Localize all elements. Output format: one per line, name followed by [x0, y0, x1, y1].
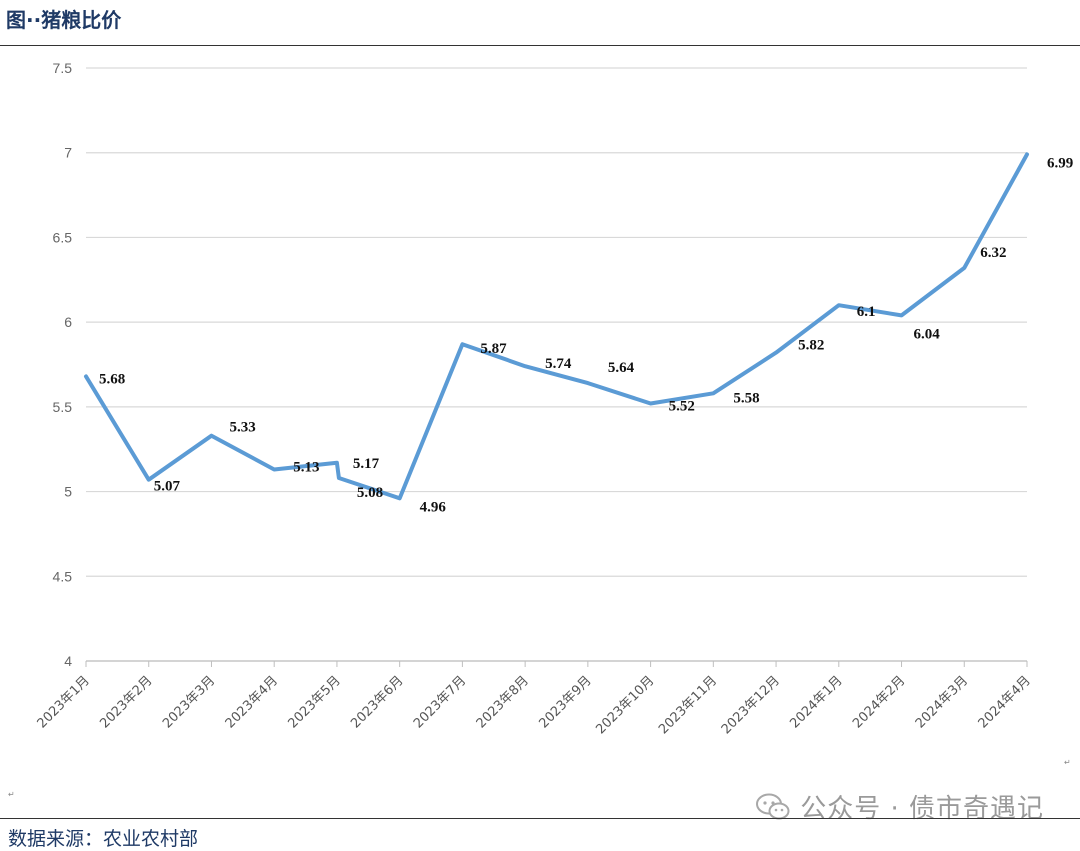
data-label: 5.82	[798, 338, 824, 354]
x-tick-label: 2023年1月	[35, 673, 93, 731]
series-line-path	[84, 152, 1029, 501]
x-tick-label: 2023年7月	[411, 673, 469, 731]
watermark-text: 公众号 · 债市奇遇记	[800, 794, 1044, 824]
data-label: 5.08	[357, 485, 383, 501]
x-tick-label: 2023年11月	[656, 673, 720, 737]
data-label: 5.33	[229, 420, 255, 436]
data-label: 4.96	[420, 499, 447, 515]
data-labels: 5.68 5.07 5.33 5.13 5.17 5.08 4.96 5.87 5.74 5.64…	[99, 155, 1073, 515]
data-label: 5.13	[293, 460, 319, 476]
chart-title: 图··猪粮比价	[6, 8, 122, 32]
data-label: 5.64	[608, 360, 635, 376]
y-tick-label: 6.5	[53, 229, 73, 245]
data-label: 5.74	[545, 356, 572, 372]
x-axis: 2023年1月 2023年2月 2023年3月 2023年4月 2023年5月 2023年…	[35, 660, 1034, 737]
x-tick-label: 2024年1月	[787, 673, 845, 731]
x-tick-label: 2023年4月	[223, 673, 281, 731]
x-tick-label: 2023年9月	[536, 673, 594, 731]
x-tick-label: 2023年3月	[160, 673, 218, 731]
y-tick-label: 6	[64, 314, 72, 330]
data-label: 5.07	[154, 479, 181, 495]
watermark: 公众号 · 债市奇遇记	[756, 788, 1044, 825]
y-axis-ticks: 4 4.5 5 5.5 6 6.5 7 7.5	[53, 60, 73, 669]
y-tick-label: 4	[64, 653, 72, 669]
x-tick-label: 2023年12月	[719, 673, 783, 737]
paragraph-mark: ↵	[8, 790, 15, 799]
x-tick-label: 2024年3月	[913, 673, 971, 731]
x-tick-label: 2024年2月	[850, 673, 908, 731]
wechat-icon	[756, 793, 790, 819]
data-label: 6.99	[1047, 155, 1073, 171]
data-label: 5.68	[99, 371, 125, 387]
y-tick-label: 7	[64, 145, 72, 161]
data-label: 5.52	[669, 398, 695, 414]
data-label: 5.58	[733, 390, 759, 406]
x-tick-label: 2023年5月	[286, 673, 344, 731]
series-line	[84, 152, 1029, 501]
x-tick-label: 2023年10月	[593, 673, 657, 737]
data-label: 6.32	[980, 245, 1006, 261]
y-tick-label: 5	[64, 484, 72, 500]
data-label: 6.1	[857, 304, 876, 320]
x-tick-label: 2024年4月	[976, 673, 1034, 731]
y-tick-label: 5.5	[53, 399, 73, 415]
y-tick-label: 7.5	[53, 60, 73, 76]
x-tick-label: 2023年8月	[474, 673, 532, 731]
data-label: 6.04	[914, 326, 941, 342]
data-label: 5.17	[353, 456, 380, 472]
source-note: 数据来源：农业农村部	[8, 828, 199, 850]
top-divider	[0, 45, 1080, 46]
x-tick-label: 2023年2月	[97, 673, 155, 731]
x-tick-label: 2023年6月	[348, 673, 406, 731]
y-tick-label: 4.5	[53, 568, 73, 584]
line-chart: 44.555.566.577.5 2023年1月 2023年2月 2023年3月 20…	[35, 60, 1074, 737]
bottom-divider	[0, 818, 1080, 819]
paragraph-mark: ↵	[1064, 758, 1071, 767]
data-label: 5.87	[480, 341, 507, 357]
